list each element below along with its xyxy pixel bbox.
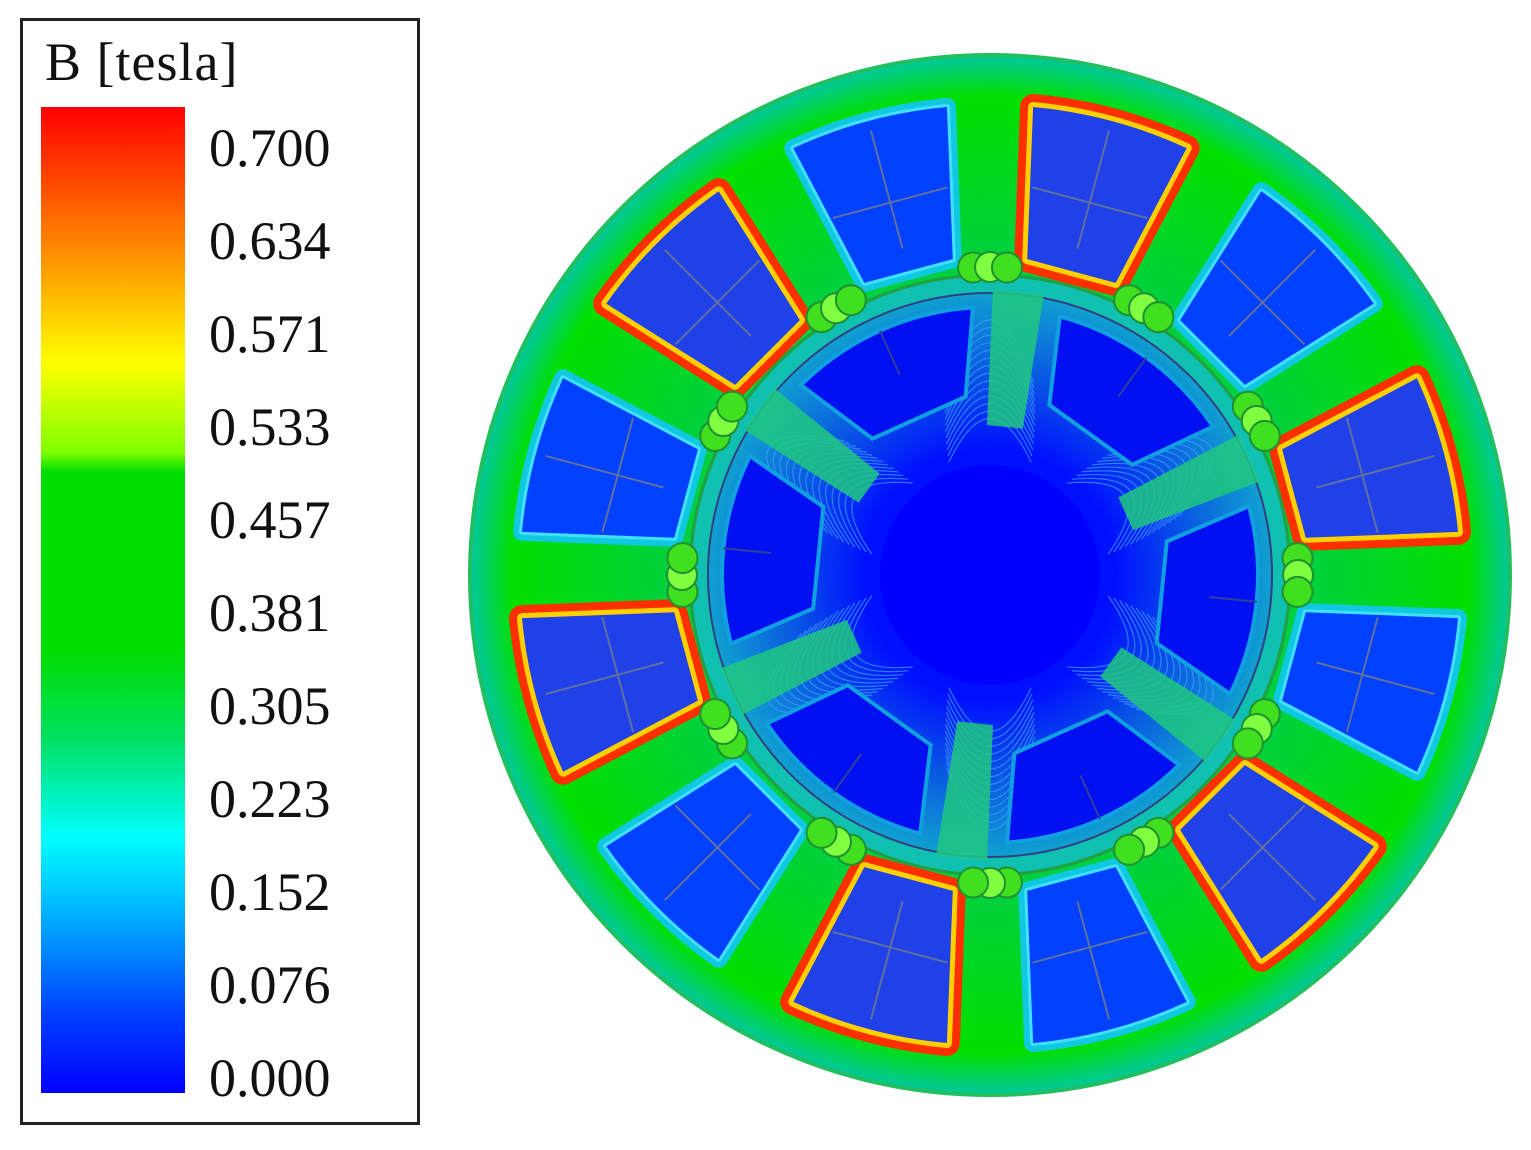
- stator-slots: [508, 93, 1472, 1057]
- motor-flux-density-plot: [468, 53, 1512, 1097]
- legend-tick-label: 0.000: [209, 1048, 331, 1108]
- rotor-rib: [1100, 647, 1236, 762]
- stator-slot: [512, 369, 707, 547]
- color-legend: B [tesla] 0.700 0.634 0.571 0.533 0.457 0.381…: [20, 18, 420, 1125]
- rotor-rib: [1118, 434, 1260, 531]
- legend-tick-label: 0.152: [209, 862, 331, 922]
- stator-slot: [1014, 93, 1200, 296]
- shaft: [880, 465, 1100, 685]
- rotor-magnet: [1047, 313, 1217, 468]
- rotor-ribs: [720, 290, 1260, 860]
- stator-slot: [1269, 365, 1472, 551]
- air-gap-marker: [805, 816, 838, 849]
- rotor-magnet: [1154, 503, 1260, 697]
- legend-tick-label: 0.076: [209, 955, 331, 1015]
- rotor-rib: [720, 619, 862, 716]
- legend-tick-label: 0.381: [209, 583, 331, 643]
- rotor-rib: [987, 290, 1044, 429]
- legend-title: B [tesla]: [45, 32, 239, 92]
- legend-tick-label: 0.700: [209, 118, 331, 178]
- rotor-magnets: [720, 305, 1260, 845]
- stator-slot: [1167, 752, 1387, 972]
- air-gap-marker: [1281, 575, 1314, 608]
- air-gap-marker: [990, 251, 1023, 284]
- legend-tick-label: 0.634: [209, 211, 331, 271]
- rotor-magnet: [1004, 709, 1183, 845]
- air-gap-marker: [957, 866, 990, 899]
- rotor-magnet: [720, 453, 826, 647]
- air-gap-marker: [1248, 419, 1281, 452]
- rotor-magnet: [797, 305, 976, 441]
- legend-tick-label: 0.305: [209, 676, 331, 736]
- air-gap-marker: [1113, 833, 1146, 866]
- legend-colorbar: [41, 107, 185, 1093]
- air-gap-markers: [666, 251, 1314, 899]
- stator-slot: [508, 599, 711, 785]
- stator-slot: [784, 97, 962, 292]
- legend-tick-label: 0.533: [209, 397, 331, 457]
- stator-slot: [593, 178, 813, 398]
- air-gap-marker: [1142, 301, 1175, 334]
- stator-slot: [1171, 182, 1383, 394]
- rotor-magnet: [763, 682, 933, 837]
- air-gap-marker: [1231, 727, 1264, 760]
- legend-tick-label: 0.571: [209, 304, 331, 364]
- air-gap-marker: [834, 284, 867, 317]
- legend-tick-label: 0.457: [209, 490, 331, 550]
- air-gap-marker: [716, 390, 749, 423]
- air-gap-marker: [699, 698, 732, 731]
- air-gap-marker: [666, 542, 699, 575]
- stator-slot: [1273, 603, 1468, 781]
- rotor-rib: [936, 721, 993, 860]
- legend-tick-label: 0.223: [209, 769, 331, 829]
- rotor-rib: [744, 388, 880, 503]
- stator-slot: [1018, 858, 1196, 1053]
- stator-slot: [780, 854, 966, 1057]
- stator-slot: [597, 756, 809, 968]
